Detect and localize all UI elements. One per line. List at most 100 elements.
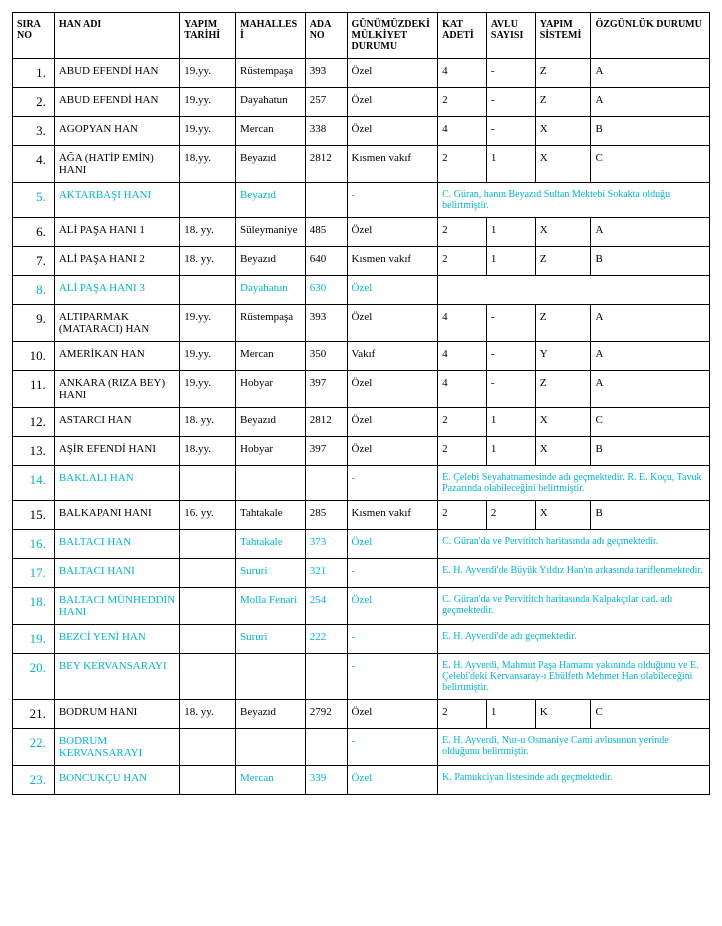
cell-name: BALTACI HAN: [54, 530, 179, 559]
cell-kat: 4: [438, 305, 487, 342]
cell-ada: 485: [305, 218, 347, 247]
cell-mulk: Özel: [347, 305, 438, 342]
cell-kat: 4: [438, 59, 487, 88]
cell-note: C. Güran'da ve Pervititch haritasında ad…: [438, 530, 710, 559]
column-header: YAPIM SİSTEMİ: [535, 13, 591, 59]
cell-ozg: A: [591, 305, 710, 342]
cell-note: C. Güran, hanın Beyazıd Sultan Mektebi S…: [438, 183, 710, 218]
row-number: 7.: [13, 247, 55, 276]
cell-ozg: B: [591, 247, 710, 276]
cell-yap: X: [535, 501, 591, 530]
row-number: 8.: [13, 276, 55, 305]
cell-mah: Rüstempaşa: [236, 59, 306, 88]
cell-avlu: 1: [486, 146, 535, 183]
cell-mah: Mercan: [236, 766, 306, 795]
cell-mulk: -: [347, 559, 438, 588]
cell-name: AŞİR EFENDİ HANI: [54, 437, 179, 466]
cell-date: [180, 729, 236, 766]
cell-ada: [305, 729, 347, 766]
cell-mah: [236, 729, 306, 766]
cell-name: BEY KERVANSARAYI: [54, 654, 179, 700]
cell-mulk: Kısmen vakıf: [347, 146, 438, 183]
cell-date: [180, 625, 236, 654]
row-number: 9.: [13, 305, 55, 342]
cell-note: [438, 276, 710, 305]
table-row: 19.BEZCİ YENİ HANSururi222-E. H. Ayverdi…: [13, 625, 710, 654]
cell-date: 18. yy.: [180, 408, 236, 437]
table-row: 11.ANKARA (RIZA BEY) HANI19.yy.Hobyar397…: [13, 371, 710, 408]
table-row: 22.BODRUM KERVANSARAYI-E. H. Ayverdi, Nu…: [13, 729, 710, 766]
cell-ozg: A: [591, 59, 710, 88]
cell-kat: 2: [438, 700, 487, 729]
row-number: 3.: [13, 117, 55, 146]
cell-kat: 2: [438, 88, 487, 117]
cell-name: AĞA (HATİP EMİN) HANI: [54, 146, 179, 183]
column-header: KAT ADETİ: [438, 13, 487, 59]
cell-ada: 339: [305, 766, 347, 795]
cell-avlu: 2: [486, 501, 535, 530]
cell-ada: 373: [305, 530, 347, 559]
cell-yap: X: [535, 408, 591, 437]
cell-ada: [305, 466, 347, 501]
cell-mulk: -: [347, 625, 438, 654]
cell-mulk: Özel: [347, 530, 438, 559]
cell-mah: Tahtakale: [236, 530, 306, 559]
table-row: 18.BALTACI MÜNHEDDİN HANIMolla Fenari254…: [13, 588, 710, 625]
cell-name: AGOPYAN HAN: [54, 117, 179, 146]
cell-mulk: Kısmen vakıf: [347, 501, 438, 530]
cell-note: C. Güran'da ve Pervititch haritasında Ka…: [438, 588, 710, 625]
cell-name: ALİ PAŞA HANI 2: [54, 247, 179, 276]
cell-date: 19.yy.: [180, 117, 236, 146]
row-number: 17.: [13, 559, 55, 588]
cell-date: 19.yy.: [180, 305, 236, 342]
cell-mah: Sururi: [236, 559, 306, 588]
cell-date: 19.yy.: [180, 88, 236, 117]
row-number: 1.: [13, 59, 55, 88]
cell-name: ALİ PAŞA HANI 1: [54, 218, 179, 247]
row-number: 10.: [13, 342, 55, 371]
row-number: 23.: [13, 766, 55, 795]
cell-ozg: A: [591, 371, 710, 408]
cell-date: [180, 766, 236, 795]
cell-name: BALKAPANI HANI: [54, 501, 179, 530]
cell-date: 18. yy.: [180, 247, 236, 276]
cell-avlu: 1: [486, 218, 535, 247]
cell-kat: 2: [438, 218, 487, 247]
cell-note: E. H. Ayverdi'de Büyük Yıldız Han'ın ark…: [438, 559, 710, 588]
cell-date: 19.yy.: [180, 342, 236, 371]
row-number: 19.: [13, 625, 55, 654]
cell-mulk: Özel: [347, 408, 438, 437]
cell-kat: 2: [438, 247, 487, 276]
cell-ada: [305, 654, 347, 700]
cell-mah: [236, 654, 306, 700]
cell-mulk: Özel: [347, 218, 438, 247]
cell-name: BONCUKÇU HAN: [54, 766, 179, 795]
cell-ada: 397: [305, 437, 347, 466]
cell-name: ALİ PAŞA HANI 3: [54, 276, 179, 305]
cell-mulk: Özel: [347, 437, 438, 466]
cell-ada: 285: [305, 501, 347, 530]
row-number: 16.: [13, 530, 55, 559]
cell-ada: 640: [305, 247, 347, 276]
cell-mulk: Özel: [347, 700, 438, 729]
cell-mah: Beyazıd: [236, 247, 306, 276]
row-number: 14.: [13, 466, 55, 501]
cell-mulk: -: [347, 729, 438, 766]
cell-name: AMERİKAN HAN: [54, 342, 179, 371]
cell-date: [180, 276, 236, 305]
cell-ada: 222: [305, 625, 347, 654]
cell-avlu: 1: [486, 700, 535, 729]
row-number: 5.: [13, 183, 55, 218]
cell-mah: Mercan: [236, 342, 306, 371]
cell-ozg: A: [591, 218, 710, 247]
cell-mah: Tahtakale: [236, 501, 306, 530]
table-row: 13.AŞİR EFENDİ HANI18.yy.Hobyar397Özel21…: [13, 437, 710, 466]
cell-yap: Z: [535, 59, 591, 88]
cell-ozg: A: [591, 88, 710, 117]
column-header: GÜNÜMÜZDEKİ MÜLKİYET DURUMU: [347, 13, 438, 59]
cell-ada: 393: [305, 305, 347, 342]
cell-ada: 397: [305, 371, 347, 408]
cell-ozg: B: [591, 501, 710, 530]
cell-yap: X: [535, 218, 591, 247]
cell-mulk: Özel: [347, 588, 438, 625]
